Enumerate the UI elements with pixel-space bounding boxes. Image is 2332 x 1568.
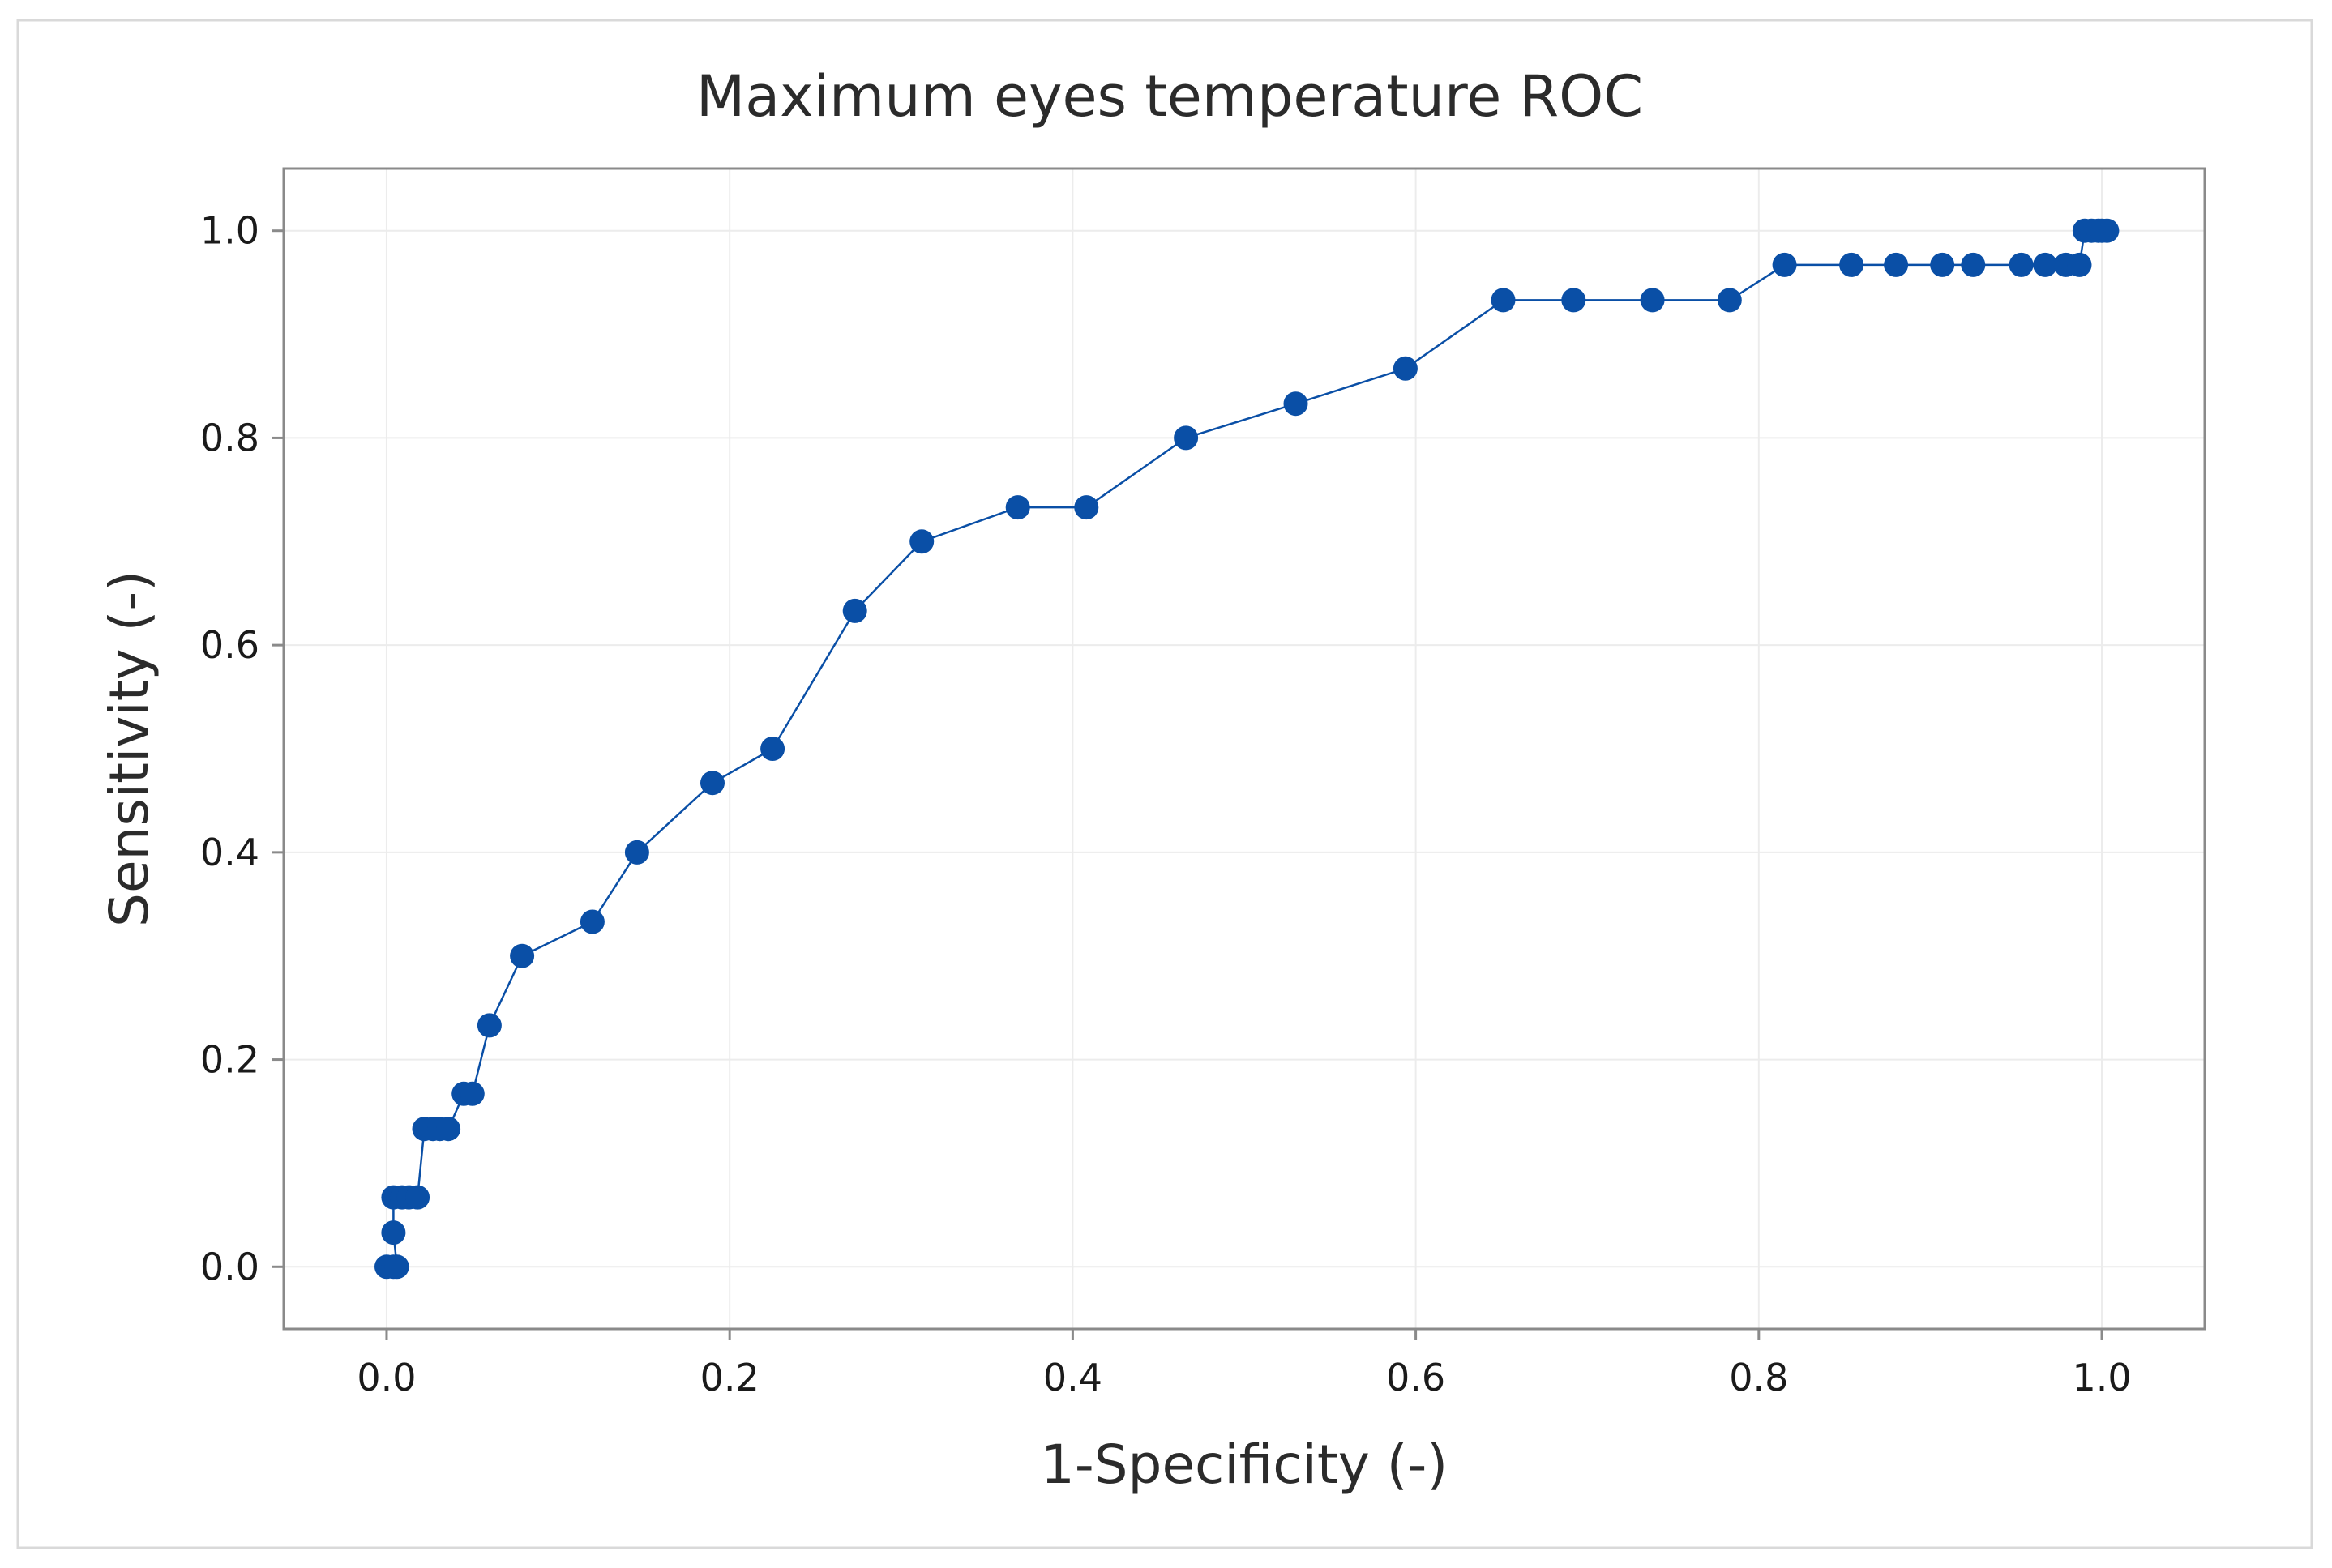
y-tick-label: 0.4 — [200, 831, 259, 874]
roc-point — [1283, 391, 1308, 417]
x-axis-label: 1-Specificity (-) — [1041, 1433, 1448, 1496]
roc-point — [460, 1081, 485, 1106]
x-tick-label: 0.4 — [1043, 1356, 1102, 1399]
x-tick-label: 0.8 — [1729, 1356, 1788, 1399]
roc-point — [1174, 425, 1199, 451]
roc-point — [1491, 288, 1516, 313]
roc-point — [700, 771, 725, 796]
roc-point — [436, 1117, 461, 1142]
roc-point — [1772, 252, 1797, 277]
roc-point — [1074, 495, 1099, 520]
roc-point — [1005, 495, 1030, 520]
roc-point — [1961, 252, 1986, 277]
y-tick-label: 0.2 — [200, 1038, 259, 1082]
y-axis-ticks: 0.0 0.2 0.4 0.6 0.8 1.0 — [200, 209, 284, 1288]
roc-point — [1930, 252, 1955, 277]
roc-point — [1839, 252, 1864, 277]
roc-point — [1884, 252, 1909, 277]
roc-point — [405, 1185, 430, 1210]
roc-point — [2095, 218, 2120, 243]
roc-point — [2067, 252, 2092, 277]
roc-point — [1393, 356, 1418, 381]
y-axis-label: Sensitivity (-) — [98, 570, 160, 927]
roc-point — [1561, 288, 1586, 313]
roc-point — [1640, 288, 1665, 313]
x-tick-label: 1.0 — [2072, 1356, 2131, 1399]
x-axis-ticks: 0.0 0.2 0.4 0.6 0.8 1.0 — [357, 1329, 2132, 1399]
x-tick-label: 0.0 — [357, 1356, 416, 1399]
chart-title: Maximum eyes temperature ROC — [696, 63, 1643, 130]
roc-point — [2033, 252, 2058, 277]
roc-point — [381, 1220, 406, 1245]
plot-frame — [282, 167, 2206, 1331]
roc-point — [510, 943, 535, 968]
y-tick-label: 0.6 — [200, 623, 259, 667]
outer-border — [16, 19, 2313, 1549]
y-tick-label: 0.8 — [200, 416, 259, 459]
y-tick-label: 1.0 — [200, 209, 259, 253]
roc-point — [624, 840, 649, 865]
roc-point — [2009, 252, 2034, 277]
roc-point — [909, 529, 935, 554]
roc-point — [760, 737, 785, 761]
grid-lines — [284, 169, 2205, 1329]
roc-point — [477, 1013, 502, 1038]
roc-point — [384, 1254, 409, 1280]
roc-point — [580, 909, 605, 934]
y-tick-label: 0.0 — [200, 1245, 259, 1288]
roc-point — [1717, 288, 1742, 313]
x-tick-label: 0.6 — [1386, 1356, 1445, 1399]
roc-series — [374, 218, 2120, 1280]
x-tick-label: 0.2 — [700, 1356, 760, 1399]
roc-point — [842, 598, 867, 623]
